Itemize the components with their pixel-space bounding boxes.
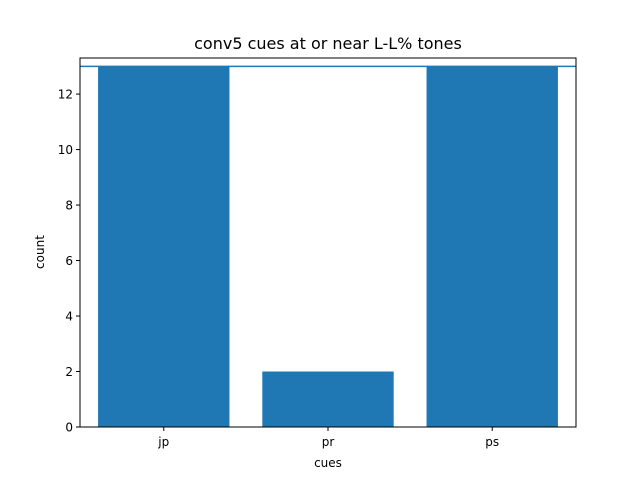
y-tick-label: 12 <box>58 88 73 102</box>
x-tick-label-jp: jp <box>157 435 169 449</box>
x-axis-ticks: jp pr ps <box>157 427 499 449</box>
y-tick-label: 0 <box>65 421 73 435</box>
x-axis-label: cues <box>314 456 342 470</box>
y-axis-label: count <box>33 235 47 269</box>
x-tick-label-pr: pr <box>322 435 335 449</box>
bar-ps <box>426 66 558 428</box>
x-tick-label-ps: ps <box>485 435 499 449</box>
y-tick-label: 2 <box>65 365 73 379</box>
y-tick-label: 6 <box>65 254 73 268</box>
y-tick-label: 8 <box>65 199 73 213</box>
y-axis-ticks: 0 2 4 6 8 10 12 <box>58 88 80 435</box>
bar-pr <box>262 371 394 427</box>
bar-jp <box>98 66 230 428</box>
y-tick-label: 4 <box>65 310 73 324</box>
bars-layer <box>98 66 558 428</box>
y-tick-label: 10 <box>58 143 73 157</box>
chart-title: conv5 cues at or near L-L% tones <box>194 34 462 53</box>
